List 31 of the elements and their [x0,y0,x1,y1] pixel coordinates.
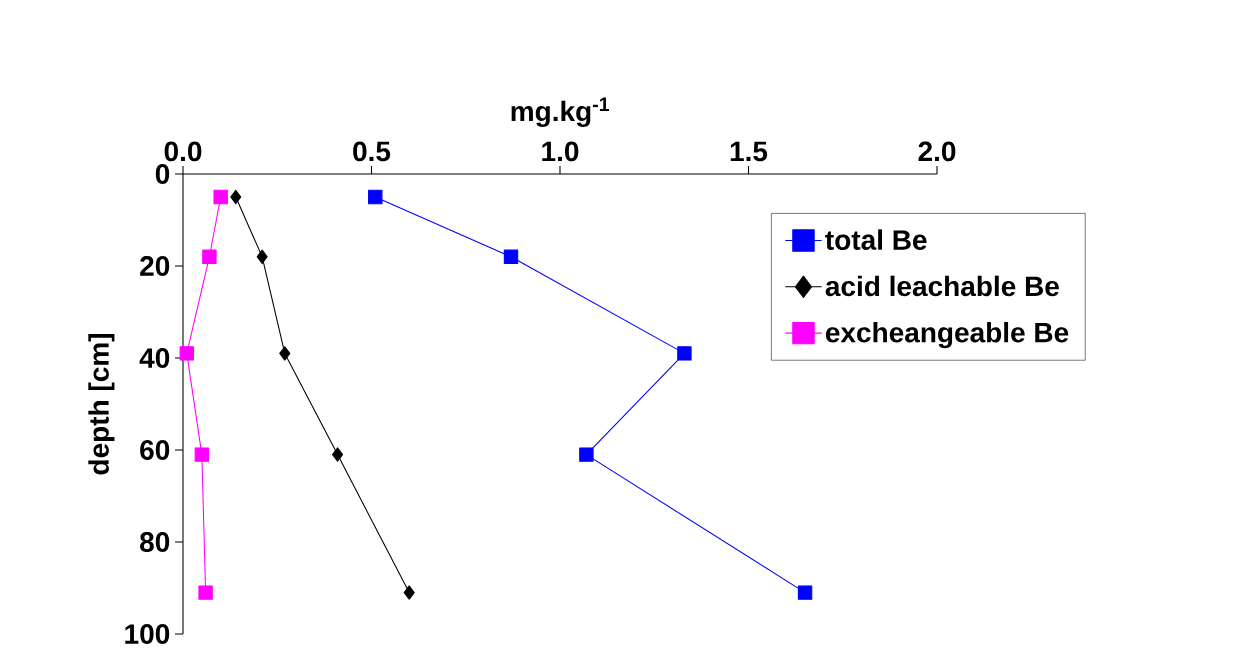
y-tick-label: 100 [125,624,170,644]
point [230,189,242,205]
point [194,447,210,462]
y-tick-label: 0 [155,164,170,184]
y-tick-label: 40 [139,348,170,368]
point [503,249,519,265]
x-tick-label: 0.5 [353,141,391,162]
legend-label: acid leachable Be [825,275,1059,297]
point [179,346,194,361]
x-tick-label: 1.0 [542,141,579,162]
x-tick-label: 2.0 [918,141,956,162]
point [797,585,813,600]
y-tick-label: 80 [140,532,170,552]
point [677,346,692,361]
y-tick-label: 20 [140,256,170,276]
point [403,585,415,600]
point [256,249,268,265]
x-axis-title: mg.kg$^{-1}$ [511,97,610,127]
point [202,249,217,265]
point [368,189,383,205]
x-tick-label: 0.0 [164,141,202,162]
point [579,447,594,462]
y-axis-title: depth [cm] [88,334,115,475]
point [279,346,291,361]
point [332,447,344,462]
legend-label: total Be [825,229,927,250]
point [198,585,213,600]
y-tick-label: 60 [140,440,170,460]
x-tick-label: 1.5 [730,141,768,162]
point [213,189,228,205]
legend-label: excheangeable Be [825,321,1069,349]
